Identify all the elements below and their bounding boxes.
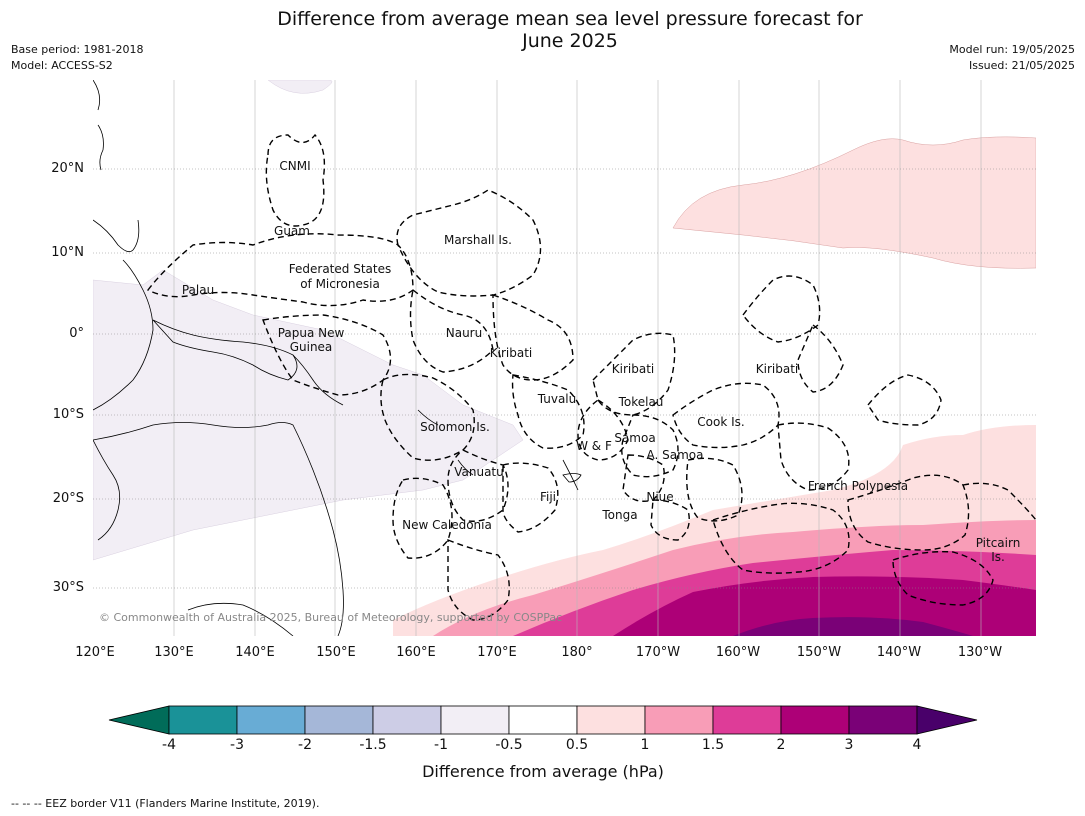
colorbar-cell [780, 705, 850, 735]
colorbar-cell [372, 705, 442, 735]
lat-label-30s: 30°S [52, 580, 84, 595]
label-nauru: Nauru [446, 326, 482, 340]
label-niue: Niue [646, 490, 673, 504]
label-new-caledonia: New Caledonia [402, 518, 492, 532]
label-french-polynesia: French Polynesia [808, 479, 908, 493]
model-text: Model: ACCESS-S2 [11, 59, 113, 72]
colorbar-tick: -0.5 [495, 737, 523, 753]
meta-right: Model run: 19/05/2025 Issued: 21/05/2025 [949, 42, 1075, 74]
anomaly-region-negative [93, 269, 524, 561]
label-guam: Guam [274, 224, 310, 238]
colorbar-cell [576, 705, 646, 735]
base-period-text: Base period: 1981-2018 [11, 43, 144, 56]
lat-label-20s: 20°S [52, 491, 84, 506]
label-pitcairn-line2: Is. [991, 550, 1005, 564]
lon-label-130w: 130°W [957, 645, 1003, 660]
lon-label-140e: 140°E [235, 645, 275, 660]
colorbar-cell [168, 705, 238, 735]
lat-label-10n: 10°N [51, 245, 84, 260]
label-samoa: Samoa [614, 431, 655, 445]
colorbar-tick: 3 [844, 737, 854, 753]
colorbar-cell [236, 705, 306, 735]
label-kiribati-west: Kiribati [490, 346, 532, 360]
map-svg: CNMI Guam Marshall Is. Federated States … [93, 80, 1036, 636]
colorbar-extend-high [916, 705, 978, 735]
copyright-text: © Commonwealth of Australia 2025, Bureau… [99, 611, 562, 624]
colorbar-cells [168, 705, 918, 735]
colorbar-tick: -1.5 [359, 737, 387, 753]
colorbar-cell [508, 705, 578, 735]
anomaly-region-negative-north [267, 80, 333, 94]
colorbar-extend-low [108, 705, 170, 735]
label-vanuatu: Vanuatu [454, 465, 504, 479]
label-pitcairn-line1: Pitcairn [976, 536, 1021, 550]
lon-label-150w: 150°W [796, 645, 842, 660]
label-fiji: Fiji [540, 490, 556, 504]
colorbar-tick: 2 [776, 737, 786, 753]
lon-label-140w: 140°W [876, 645, 922, 660]
colorbar-cell [712, 705, 782, 735]
colorbar-cell [440, 705, 510, 735]
label-american-samoa: A. Samoa [647, 448, 704, 462]
lat-label-10s: 10°S [52, 407, 84, 422]
lon-label-180: 180° [561, 645, 593, 660]
label-fsm-line2: of Micronesia [300, 277, 380, 291]
anomaly-band-2-to-3 [613, 576, 1036, 636]
map-panel: CNMI Guam Marshall Is. Federated States … [93, 80, 1036, 636]
label-png-line1: Papua New [278, 326, 345, 340]
colorbar-label: Difference from average (hPa) [422, 762, 664, 781]
colorbar-tick: 4 [912, 737, 922, 753]
colorbar-tick: 1 [640, 737, 650, 753]
label-wallis-futuna: W & F [576, 439, 612, 453]
label-palau: Palau [182, 283, 214, 297]
label-kiribati-central: Kiribati [612, 362, 654, 376]
label-cook-islands: Cook Is. [697, 415, 744, 429]
map-title: Difference from average mean sea level p… [0, 8, 1085, 52]
lat-label-20n: 20°N [51, 161, 84, 176]
coastlines [93, 80, 582, 636]
label-marshall-islands: Marshall Is. [444, 233, 512, 247]
colorbar-cell [644, 705, 714, 735]
colorbar-tick: -2 [298, 737, 312, 753]
label-solomon-islands: Solomon Is. [420, 420, 490, 434]
map-title-line1: Difference from average mean sea level p… [277, 8, 863, 30]
meta-left: Base period: 1981-2018 Model: ACCESS-S2 [11, 42, 143, 74]
label-fsm-line1: Federated States [289, 262, 391, 276]
eez-borders [146, 133, 1036, 621]
lon-label-130e: 130°E [154, 645, 194, 660]
colorbar-tick: 1.5 [701, 737, 725, 753]
colorbar-tick: -4 [162, 737, 176, 753]
anomaly-band-3-to-4 [733, 617, 973, 636]
colorbar-tick: 0.5 [565, 737, 589, 753]
label-tokelau: Tokelau [618, 395, 664, 409]
colorbar-cell [304, 705, 374, 735]
lon-label-120e: 120°E [75, 645, 115, 660]
colorbar [108, 705, 978, 735]
colorbar-tick: -3 [230, 737, 244, 753]
colorbar-tick: -1 [434, 737, 448, 753]
lat-label-0: 0° [69, 326, 84, 341]
colorbar-cell [848, 705, 918, 735]
label-tonga: Tonga [601, 508, 637, 522]
lon-label-160e: 160°E [396, 645, 436, 660]
lon-label-170e: 170°E [477, 645, 517, 660]
gridlines [173, 80, 982, 636]
issued-text: Issued: 21/05/2025 [968, 59, 1075, 72]
label-cnmi: CNMI [279, 159, 310, 173]
anomaly-region-positive-north [672, 136, 1036, 269]
lon-label-150e: 150°E [316, 645, 356, 660]
lon-label-160w: 160°W [715, 645, 761, 660]
label-kiribati-east: Kiribati [756, 362, 798, 376]
label-tuvalu: Tuvalu [537, 392, 577, 406]
latitude-gridlines [93, 168, 1036, 589]
lon-label-170w: 170°W [635, 645, 681, 660]
label-png-line2: Guinea [290, 340, 333, 354]
map-title-line2: June 2025 [522, 30, 618, 52]
eez-footer-note: -- -- -- EEZ border V11 (Flanders Marine… [11, 797, 320, 810]
model-run-text: Model run: 19/05/2025 [949, 43, 1075, 56]
